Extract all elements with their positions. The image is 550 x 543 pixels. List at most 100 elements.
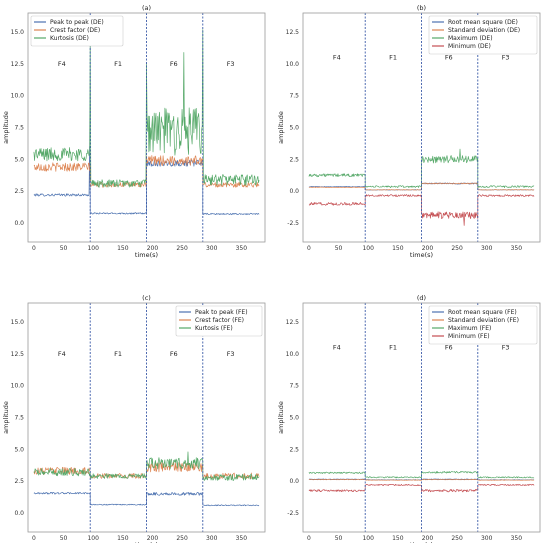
y-tick-label: 7.5 [14,415,24,422]
y-axis-label: amplitude [2,111,10,144]
y-tick-label: 0.0 [14,220,24,227]
y-tick-label: 0.0 [289,188,299,195]
legend-entry: Crest factor (FE) [195,317,244,324]
panel-b: (b) F4 F1 F6 F3 0 50 100 150 200 250 300 350 -2.5 0.0 2… [277,4,541,259]
y-tick-label: 12.5 [11,61,25,68]
legend-entry: Maximum (FE) [448,325,491,332]
x-tick-label: 250 [451,245,463,252]
y-tick-label: 5.0 [14,156,24,163]
x-tick-label: 200 [147,535,159,542]
x-tick-label: 350 [236,245,248,252]
legend-box [30,15,124,47]
legend-entry: Peak to peak (DE) [50,19,104,26]
series-line-3 [308,148,535,189]
y-tick-label: 2.5 [14,478,24,485]
series-line-2 [33,155,260,188]
y-tick-label: 7.5 [289,93,299,100]
x-tick-label: 0 [307,245,311,252]
legend-entry: Root mean square (FE) [448,309,517,316]
y-tick-label: -2.5 [287,220,299,227]
region-label: F1 [389,54,397,62]
x-tick-label: 100 [362,535,374,542]
plot-frame [302,12,541,243]
y-tick-label: 12.5 [11,351,25,358]
x-tick-label: 100 [87,535,99,542]
x-tick-label: 350 [511,245,523,252]
plot-frame [27,302,266,533]
legend-entry: Root mean square (DE) [448,19,518,26]
x-tick-label: 100 [362,245,374,252]
y-tick-label: 0.0 [289,478,299,485]
x-tick-label: 100 [87,245,99,252]
legend-entry: Kurtosis (DE) [50,35,89,42]
y-tick-label: 5.0 [289,125,299,132]
y-tick-label: 10.0 [11,383,25,390]
plot-frame [302,302,541,533]
y-tick-label: 10.0 [11,93,25,100]
y-tick-label: 0.0 [14,510,24,517]
region-label: F1 [114,60,122,68]
panel-title: (b) [417,4,426,12]
legend-entry: Minimum (DE) [448,43,491,50]
legend-entry: Minimum (FE) [448,333,490,340]
panel-c: (c) F4 F1 F6 F3 0 50 100 150 200 250 300 350 0.0 2.5 5.… [2,294,266,543]
x-tick-label: 50 [335,245,343,252]
legend-entry: Crest factor (DE) [50,27,100,34]
region-label: F3 [227,60,235,68]
region-label: F6 [170,60,178,68]
series-line-1 [33,146,260,216]
legend: Peak to peak (FE)Crest factor (FE)Kurtos… [175,305,263,337]
x-tick-label: 200 [422,535,434,542]
x-tick-label: 50 [335,535,343,542]
x-tick-label: 250 [451,535,463,542]
x-tick-label: 150 [392,245,404,252]
x-tick-label: 0 [32,535,36,542]
y-tick-label: -2.5 [287,510,299,517]
x-tick-label: 150 [392,535,404,542]
x-axis-label: time(s) [410,541,433,543]
y-tick-label: 2.5 [14,188,24,195]
y-tick-label: 15.0 [11,319,25,326]
y-tick-label: 12.5 [286,29,300,36]
series-line-1 [33,491,260,507]
legend-box [175,305,263,337]
legend-box [428,305,538,345]
legend: Root mean square (FE)Standard deviation … [428,305,538,345]
series-line-2 [308,182,535,191]
region-label: F1 [389,344,397,352]
x-tick-label: 150 [117,245,129,252]
y-tick-label: 10.0 [286,61,300,68]
y-tick-label: 2.5 [289,156,299,163]
y-tick-label: 5.0 [14,446,24,453]
legend-entry: Peak to peak (FE) [195,309,248,316]
y-axis-label: amplitude [277,401,285,434]
x-tick-label: 300 [206,245,218,252]
x-axis-label: time(s) [135,541,158,543]
region-label: F1 [114,350,122,358]
legend: Root mean square (DE)Standard deviation … [428,15,538,55]
region-label: F4 [333,344,341,352]
y-axis-label: amplitude [277,111,285,144]
panel-a: (a) F4 F1 F6 F3 0 50 100 150 200 250 300 350 0.0 2.5 5.… [2,4,266,259]
x-tick-label: 300 [481,245,493,252]
series-line-4 [308,483,535,493]
x-tick-label: 300 [481,535,493,542]
legend-entry: Maximum (DE) [448,35,493,42]
legend-entry: Standard deviation (FE) [448,317,519,324]
x-axis-label: time(s) [135,251,158,259]
y-axis-label: amplitude [2,401,10,434]
x-tick-label: 50 [60,245,68,252]
y-tick-label: 12.5 [286,319,300,326]
plot-frame [27,12,266,243]
x-tick-label: 200 [147,245,159,252]
region-label: F4 [333,54,341,62]
x-tick-label: 350 [511,535,523,542]
region-label: F6 [170,350,178,358]
x-tick-label: 250 [176,535,188,542]
y-tick-label: 7.5 [14,125,24,132]
x-tick-label: 350 [236,535,248,542]
panel-d: (d) F4 F1 F6 F3 0 50 100 150 200 250 300 350 -2.5 0.0 2… [277,294,541,543]
x-tick-label: 0 [32,245,36,252]
panel-title: (c) [142,294,151,302]
